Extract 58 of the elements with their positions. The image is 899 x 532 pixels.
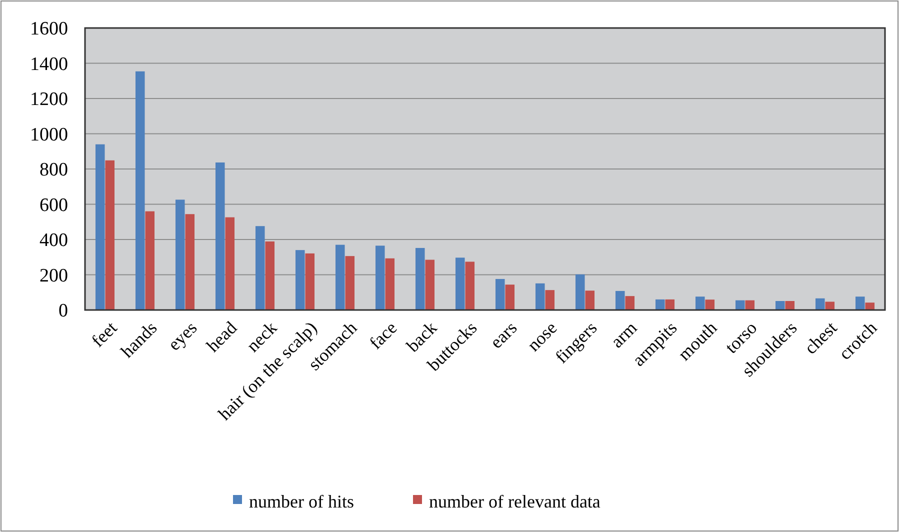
bar xyxy=(345,256,355,310)
bar xyxy=(455,258,465,310)
bar xyxy=(545,290,555,310)
bar xyxy=(415,248,425,310)
legend-label: number of relevant data xyxy=(429,491,600,512)
y-tick-label: 1600 xyxy=(30,18,68,40)
bar xyxy=(95,144,105,310)
bar xyxy=(575,274,585,310)
bar xyxy=(175,200,185,310)
y-tick-label: 400 xyxy=(40,230,68,252)
x-tick-label: ears xyxy=(486,318,521,352)
bar xyxy=(225,217,235,310)
bar xyxy=(255,226,265,310)
bar xyxy=(265,241,275,310)
bar xyxy=(585,290,595,310)
y-tick-label: 1200 xyxy=(30,89,68,110)
bar xyxy=(505,284,515,310)
bar xyxy=(695,296,705,310)
bar xyxy=(135,71,145,310)
bar xyxy=(815,298,825,310)
bar xyxy=(375,246,385,310)
bar xyxy=(145,211,155,310)
x-tick-label: neck xyxy=(242,318,281,356)
bar xyxy=(385,258,395,310)
bar xyxy=(335,244,345,310)
y-tick-label: 1000 xyxy=(30,124,68,146)
x-tick-label: feet xyxy=(88,318,121,351)
bar xyxy=(705,300,715,310)
bar xyxy=(305,253,315,310)
y-tick-label: 200 xyxy=(40,265,68,286)
y-tick-label: 1400 xyxy=(30,54,68,75)
bar xyxy=(495,278,505,310)
y-tick-label: 600 xyxy=(40,194,68,216)
bar xyxy=(425,260,435,310)
bar xyxy=(785,301,795,310)
bar xyxy=(855,296,865,310)
bar xyxy=(465,262,475,310)
bar xyxy=(625,296,635,310)
bar xyxy=(105,160,115,310)
x-tick-label: arm xyxy=(606,318,641,352)
bar xyxy=(295,250,305,310)
bar xyxy=(775,301,785,310)
y-tick-label: 0 xyxy=(58,300,68,322)
bar xyxy=(745,300,755,310)
bar xyxy=(665,299,675,310)
bar xyxy=(615,290,625,310)
bar xyxy=(735,300,745,310)
x-tick-label: face xyxy=(365,318,401,353)
bar xyxy=(865,302,875,310)
y-tick-label: 800 xyxy=(40,160,68,181)
bar xyxy=(825,302,835,310)
bar xyxy=(185,214,195,310)
bar xyxy=(535,283,545,310)
x-tick-label: chest xyxy=(800,318,841,358)
bar xyxy=(655,299,665,310)
bar xyxy=(215,162,225,310)
legend-label: number of hits xyxy=(249,491,354,512)
x-tick-label: eyes xyxy=(164,318,201,354)
